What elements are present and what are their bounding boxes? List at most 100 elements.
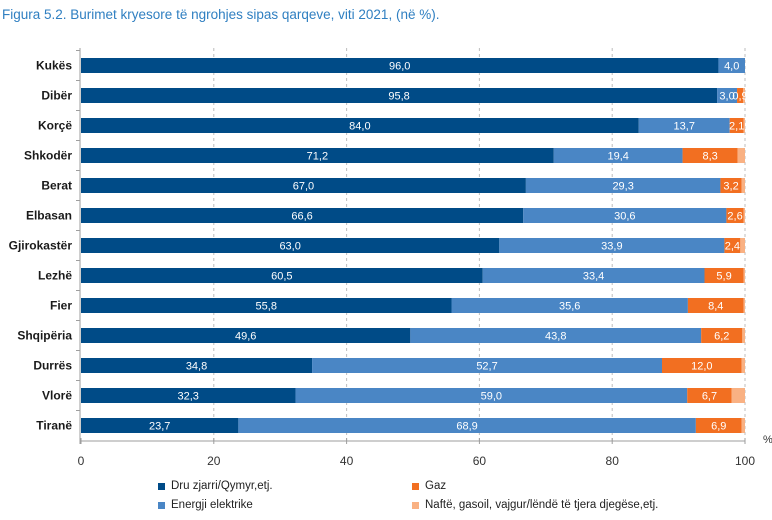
data-label: 96,0 (389, 61, 410, 73)
data-label: 32,3 (178, 391, 199, 403)
legend-swatch-wood-coal (158, 482, 165, 490)
data-label: 19,4 (607, 151, 628, 163)
bar-segment (743, 208, 745, 223)
x-tick-label: 0 (78, 454, 85, 468)
bar-segment (81, 238, 500, 253)
data-label: 3,2 (723, 181, 738, 193)
data-label: 59,0 (481, 391, 502, 403)
data-label: 2,6 (727, 211, 742, 223)
category-label: Elbasan (26, 209, 72, 223)
bar-segment (737, 88, 744, 103)
bar-segment (695, 418, 742, 433)
bar-segment (726, 208, 744, 223)
legend-item-oil-other: Naftë, gasoil, vajgur/lëndë të tjera dje… (412, 499, 658, 511)
data-label: 4,0 (724, 61, 739, 73)
data-label: 2,1 (729, 121, 744, 133)
data-label: 49,6 (235, 331, 256, 343)
legend-label-electricity: Energji elektrike (171, 499, 253, 511)
category-label: Vlorë (42, 389, 72, 403)
bar-segment (682, 148, 738, 163)
data-label: 8,4 (708, 301, 723, 313)
data-label: 95,8 (388, 91, 409, 103)
legend-label-gas: Gaz (425, 480, 447, 492)
bar-segment (81, 388, 296, 403)
bars (81, 58, 745, 433)
bar-segment (238, 418, 696, 433)
data-label: 8,3 (702, 151, 717, 163)
bar-segment (81, 328, 411, 343)
category-label: Tiranë (36, 419, 72, 433)
bar-segment (687, 388, 732, 403)
bar-segment (81, 418, 239, 433)
bar-segment (81, 148, 554, 163)
bar-segment (718, 58, 745, 73)
category-label: Dibër (41, 89, 72, 103)
bar-segment (743, 118, 745, 133)
bar-segment (662, 358, 742, 373)
bar-segment (731, 388, 745, 403)
data-label: 6,9 (711, 421, 726, 433)
data-label: 67,0 (293, 181, 314, 193)
x-tick-label: 60 (473, 454, 487, 468)
chart-title: Figura 5.2. Burimet kryesore të ngrohjes… (2, 7, 440, 22)
bar-segment (743, 268, 745, 283)
category-label: Korçë (38, 119, 72, 133)
bar-segment (410, 328, 702, 343)
data-label: 3,0 (719, 91, 734, 103)
legend-label-wood-coal: Dru zjarri/Qymyr,etj. (171, 480, 273, 492)
x-tick-label: 40 (340, 454, 354, 468)
bar-segment (499, 238, 725, 253)
legend-item-wood-coal: Dru zjarri/Qymyr,etj. (158, 480, 273, 492)
bar-segment (741, 178, 745, 193)
bar-segment (743, 298, 745, 313)
x-tick-label: 20 (207, 454, 221, 468)
legend-swatch-oil-other (412, 501, 419, 509)
bar-segment (701, 328, 743, 343)
legend-item-electricity: Energji elektrike (158, 499, 253, 511)
bar-segment (724, 238, 741, 253)
data-label: 63,0 (279, 241, 300, 253)
bar-segment (312, 358, 662, 373)
bar-segment (740, 238, 745, 253)
bar-segment (743, 88, 745, 103)
legend-label-oil-other: Naftë, gasoil, vajgur/lëndë të tjera dje… (425, 499, 659, 511)
legend-swatch-electricity (158, 501, 165, 509)
bar-segment (482, 268, 705, 283)
data-label: 6,2 (714, 331, 729, 343)
bar-segment (638, 118, 730, 133)
legend-swatch-gas (412, 482, 419, 490)
data-label: 34,8 (186, 361, 207, 373)
bar-segment (717, 88, 738, 103)
data-label: 2,4 (725, 241, 740, 253)
bar-segment (81, 208, 524, 223)
category-label: Durrës (33, 359, 72, 373)
bar-segment (525, 178, 721, 193)
bar-segment (741, 418, 745, 433)
data-label: 12,0 (691, 361, 712, 373)
bar-segment (81, 298, 452, 313)
bar-segment (742, 328, 745, 343)
data-label: 0,9 (732, 91, 747, 103)
bar-segment (720, 178, 742, 193)
legend-item-gas: Gaz (412, 480, 446, 492)
data-labels: 96,0 4,0 95,8 3,00,9 84,0 13,7 2,1 71,2 19,4 8,3 6… (149, 61, 748, 433)
x-tick-label: 100 (735, 454, 755, 468)
data-label: 33,4 (583, 271, 604, 283)
bar-segment (295, 388, 688, 403)
bar-segment (81, 358, 313, 373)
bar-segment (704, 268, 744, 283)
bar-segment (81, 118, 639, 133)
x-axis-unit-label: % (763, 434, 772, 446)
x-tick-label: 80 (606, 454, 620, 468)
data-label: 33,9 (601, 241, 622, 253)
bar-segment (553, 148, 683, 163)
category-label: Fier (50, 299, 72, 313)
axes: Kukës Dibër Korçë Shkodër Berat Elbasan Gjirok… (9, 48, 755, 468)
bar-segment (729, 118, 744, 133)
data-label: 23,7 (149, 421, 170, 433)
data-label: 13,7 (674, 121, 695, 133)
data-label: 29,3 (612, 181, 633, 193)
category-label: Shqipëria (17, 329, 72, 343)
